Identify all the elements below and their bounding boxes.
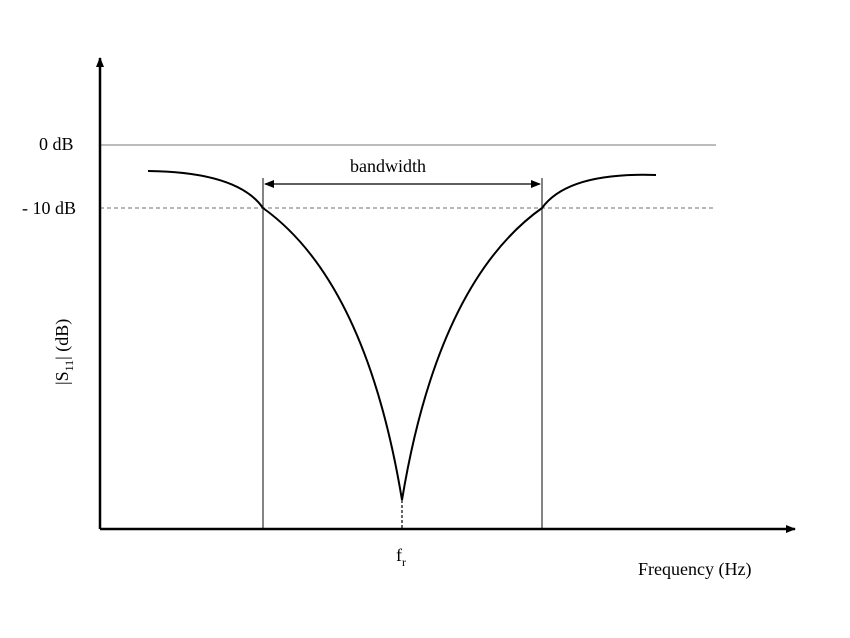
resonance-frequency-label: fr [396, 545, 406, 569]
y-axis-label-subscript: 11 [62, 360, 76, 372]
y-axis-label: |S11| (dB) [52, 319, 76, 385]
s11-response-curve [147, 170, 657, 501]
y-axis-label-tail: | (dB) [52, 319, 73, 360]
bandwidth-label: bandwidth [350, 156, 426, 176]
zero-db-label: 0 dB [39, 134, 74, 154]
resonance-frequency-main: f [396, 545, 402, 565]
minus-ten-db-label: - 10 dB [22, 198, 76, 218]
y-axis-label-main: |S [52, 371, 72, 385]
x-axis-label: Frequency (Hz) [638, 559, 751, 580]
resonance-frequency-subscript: r [402, 555, 406, 569]
